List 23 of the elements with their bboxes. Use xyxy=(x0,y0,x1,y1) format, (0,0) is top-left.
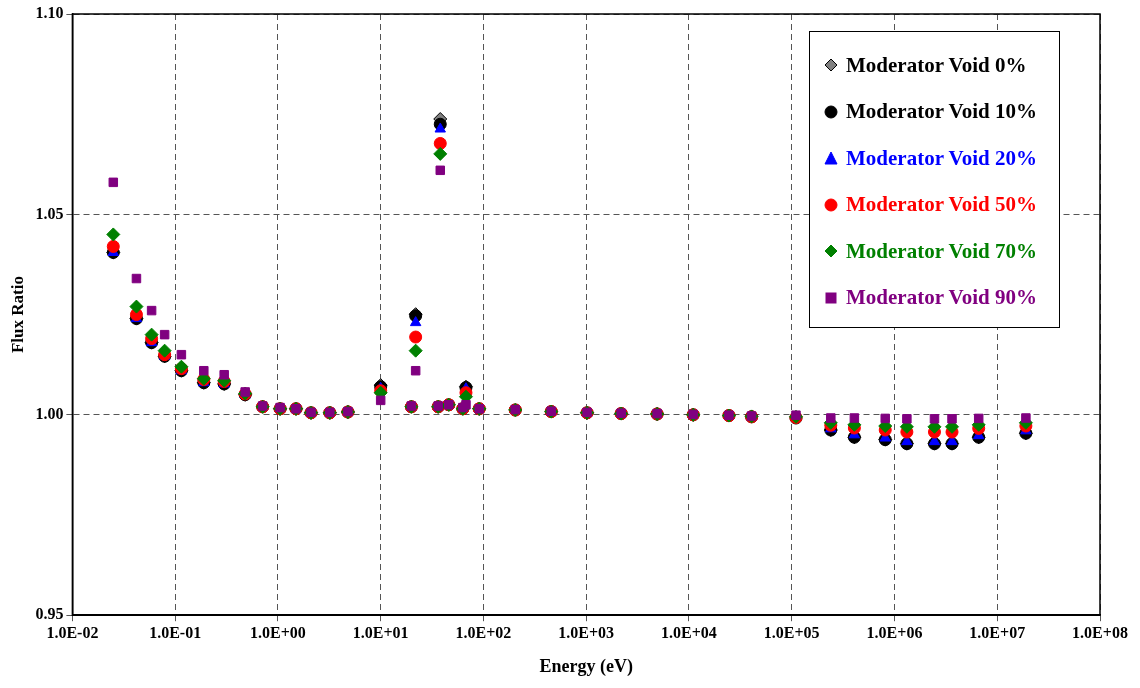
legend-label: Moderator Void 70% xyxy=(846,238,1037,264)
y-tick-label: 1.00 xyxy=(35,404,64,422)
x-tick-label: 1.0E+06 xyxy=(866,623,923,641)
x-tick-label: 1.0E+03 xyxy=(558,623,615,641)
y-tick-label: 0.95 xyxy=(35,605,64,623)
legend-label: Moderator Void 10% xyxy=(846,99,1037,125)
legend-label: Moderator Void 90% xyxy=(846,285,1037,311)
x-tick-label: 1.0E+05 xyxy=(763,623,820,641)
x-tick-label: 1.0E-02 xyxy=(46,623,99,641)
y-tick-label: 1.10 xyxy=(35,4,64,22)
legend-label: Moderator Void 0% xyxy=(846,52,1027,78)
x-axis-title: Energy (eV) xyxy=(539,655,633,677)
y-tick-label: 1.05 xyxy=(35,204,64,222)
x-tick-label: 1.0E+07 xyxy=(969,623,1026,641)
x-tick-label: 1.0E+04 xyxy=(661,623,717,641)
y-axis-title: Flux Ratio xyxy=(7,276,27,354)
x-tick-label: 1.0E+01 xyxy=(352,623,409,641)
x-tick-label: 1.0E+02 xyxy=(455,623,512,641)
legend-label: Moderator Void 50% xyxy=(846,192,1037,218)
legend-label: Moderator Void 20% xyxy=(846,145,1037,171)
x-tick-label: 1.0E-01 xyxy=(149,623,202,641)
x-tick-label: 1.0E+08 xyxy=(1072,623,1128,641)
x-tick-label: 1.0E+00 xyxy=(250,623,306,641)
